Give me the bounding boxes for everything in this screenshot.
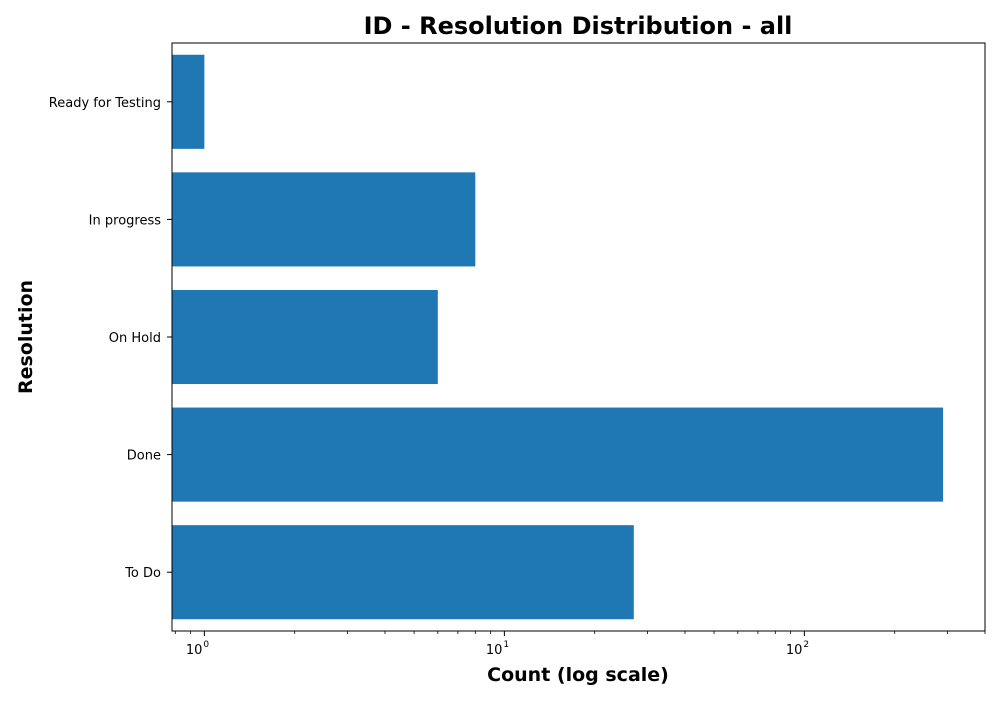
x-tick-exponent: 2 [803,640,809,650]
y-tick-label: In progress [89,213,162,228]
x-axis-label: Count (log scale) [487,664,669,686]
bar-ready-for-testing [172,54,205,149]
y-tick-label: On Hold [109,331,161,346]
x-tick-base: 10 [486,643,503,658]
x-tick-label: 10 0 [186,640,210,658]
y-tick-label: Done [127,449,161,464]
bar-in-progress [172,172,476,267]
bar-on-hold [172,289,438,385]
chart-title: ID - Resolution Distribution - all [364,12,793,40]
plot-frame [171,42,986,632]
bar-to-do [172,525,634,620]
x-tick-label: 10 2 [786,640,809,658]
bar-done [172,407,944,502]
x-tick-base: 10 [186,643,203,658]
plot-area: To Do Done On Hold In progress Ready for Tes… [49,42,986,658]
x-tick-label: 10 1 [486,640,509,658]
y-tick-label: To Do [124,566,161,581]
x-tick-exponent: 0 [203,640,209,650]
x-tick-base: 10 [786,643,803,658]
y-axis-label: Resolution [15,280,37,394]
x-tick-exponent: 1 [503,640,509,650]
y-tick-label: Ready for Testing [49,96,161,111]
